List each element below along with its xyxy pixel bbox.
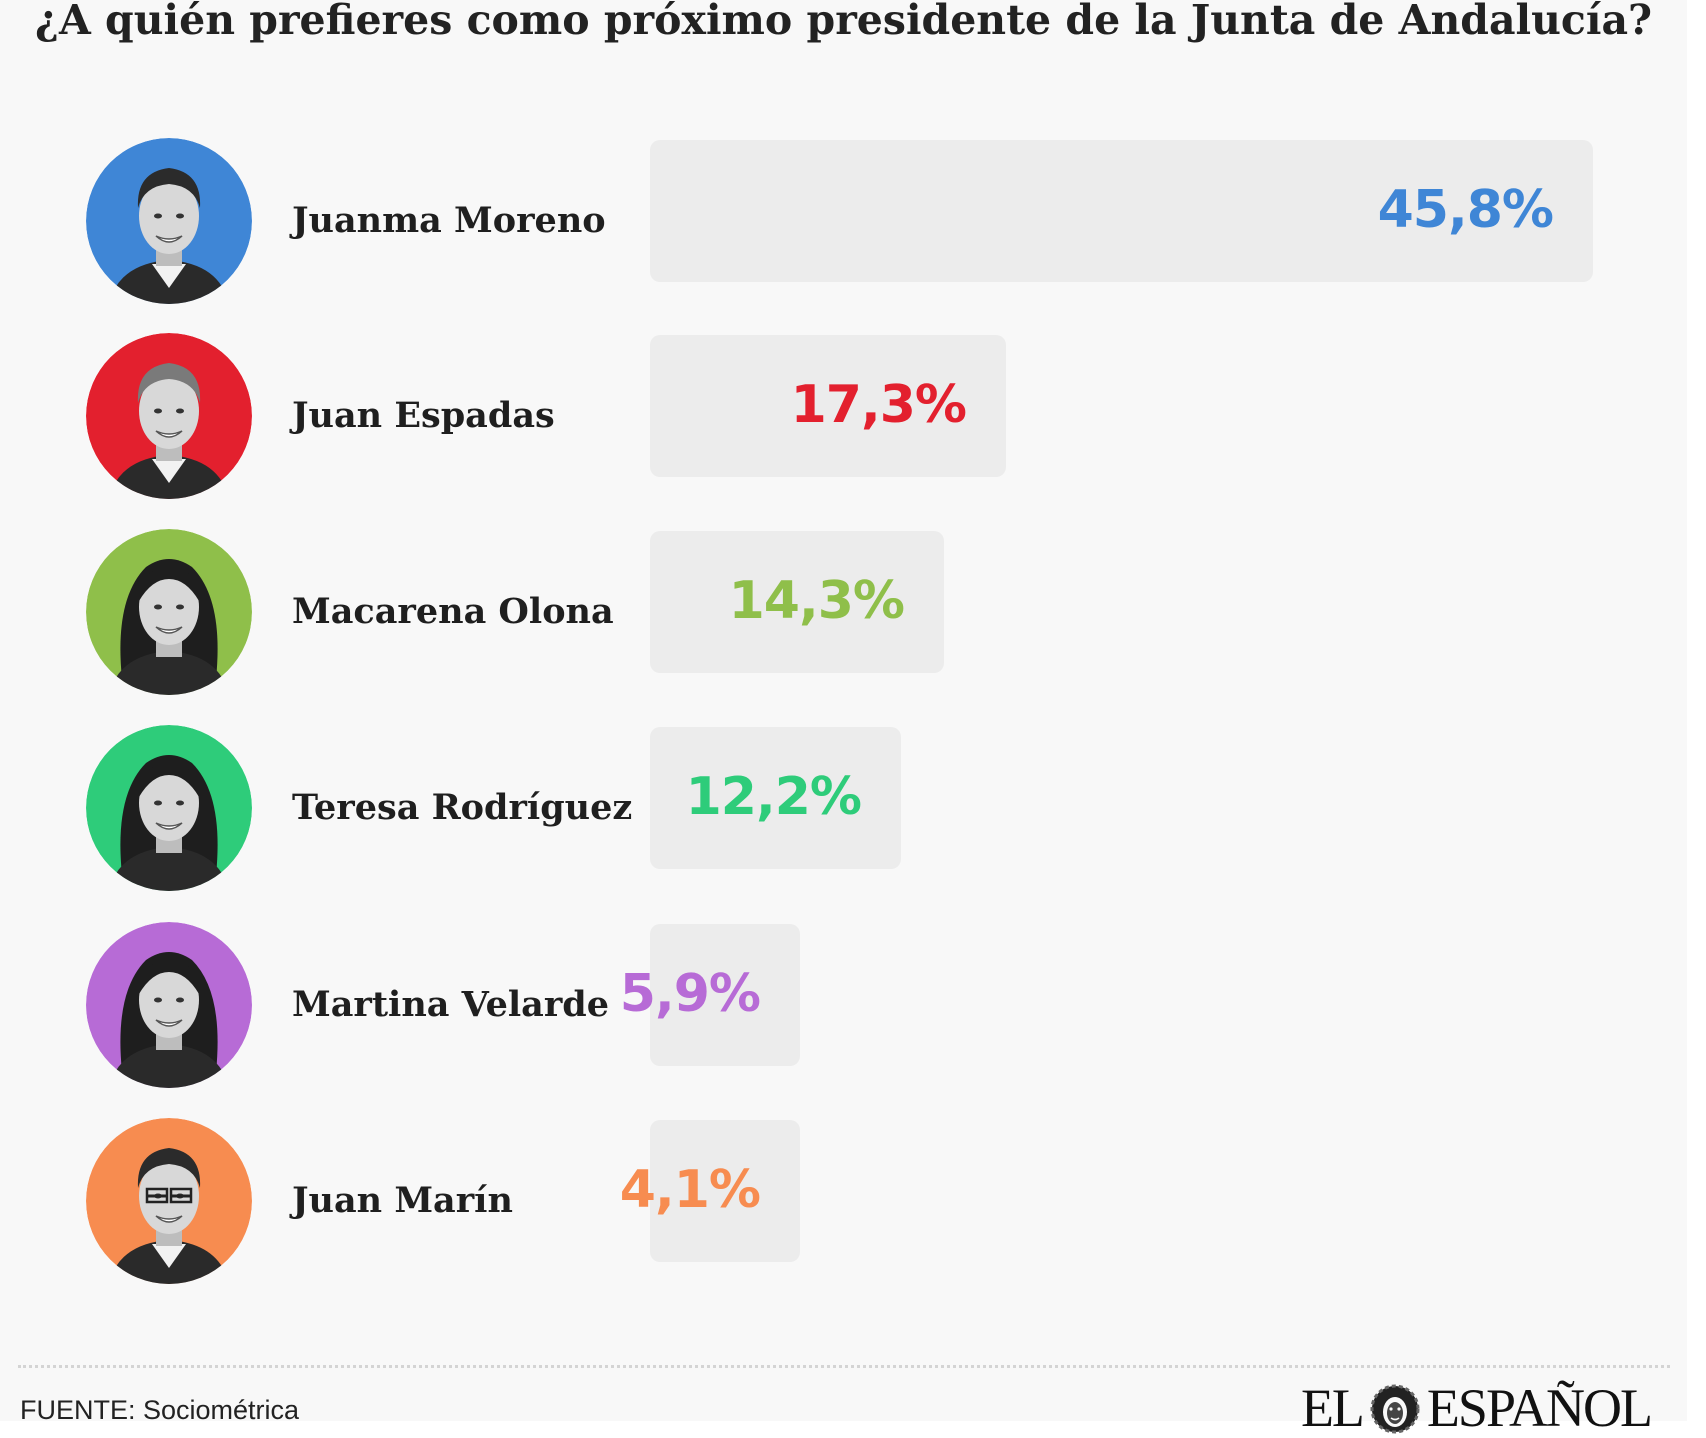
- portrait-silhouette-icon: [86, 333, 252, 499]
- vote-percentage-label: 45,8%: [1377, 180, 1554, 240]
- candidate-name: Juan Espadas: [292, 395, 555, 436]
- candidate-row: Juan Marín 4,1%: [0, 1118, 1687, 1284]
- vote-bar: 14,3%: [650, 531, 944, 673]
- candidate-row: Juanma Moreno 45,8%: [0, 138, 1687, 304]
- portrait-silhouette-icon: [86, 725, 252, 891]
- portrait-silhouette-icon: [86, 1118, 252, 1284]
- candidate-avatar: [86, 333, 252, 499]
- vote-percentage-label: 17,3%: [790, 375, 967, 435]
- portrait-silhouette-icon: [86, 922, 252, 1088]
- vote-bar: 12,2%: [650, 727, 901, 869]
- vote-bar: 17,3%: [650, 335, 1006, 477]
- candidate-name: Juanma Moreno: [292, 200, 606, 241]
- candidate-row: Martina Velarde 5,9%: [0, 922, 1687, 1088]
- candidate-avatar: [86, 922, 252, 1088]
- chart-title: ¿A quién prefieres como próximo presiden…: [34, 0, 1653, 44]
- logo-text-right: ESPAÑOL: [1426, 1378, 1653, 1438]
- vote-percentage-label: 12,2%: [685, 767, 862, 827]
- candidate-row: Juan Espadas 17,3%: [0, 333, 1687, 499]
- candidate-name: Teresa Rodríguez: [292, 787, 633, 828]
- portrait-silhouette-icon: [86, 138, 252, 304]
- candidate-name: Martina Velarde: [292, 984, 609, 1025]
- candidate-name: Macarena Olona: [292, 591, 614, 632]
- candidate-avatar: [86, 529, 252, 695]
- vote-percentage-label: 4,1%: [619, 1160, 761, 1220]
- lion-head-icon: [1370, 1384, 1420, 1434]
- vote-percentage-label: 5,9%: [619, 964, 761, 1024]
- vote-bar: 4,1%: [620, 1120, 800, 1262]
- el-espanol-logo: EL ESPAÑOL: [1300, 1378, 1653, 1438]
- candidate-row: Macarena Olona 14,3%: [0, 529, 1687, 695]
- source-note: FUENTE: Sociométrica: [20, 1395, 300, 1425]
- candidate-name: Juan Marín: [292, 1180, 513, 1221]
- candidate-avatar: [86, 725, 252, 891]
- candidate-row: Teresa Rodríguez 12,2%: [0, 725, 1687, 891]
- candidate-avatar: [86, 1118, 252, 1284]
- candidate-avatar: [86, 138, 252, 304]
- vote-bar: 45,8%: [650, 140, 1593, 282]
- vote-bar: 5,9%: [620, 924, 800, 1066]
- portrait-silhouette-icon: [86, 529, 252, 695]
- footer-divider: [18, 1365, 1670, 1368]
- logo-text-left: EL: [1300, 1378, 1365, 1438]
- vote-percentage-label: 14,3%: [728, 571, 905, 631]
